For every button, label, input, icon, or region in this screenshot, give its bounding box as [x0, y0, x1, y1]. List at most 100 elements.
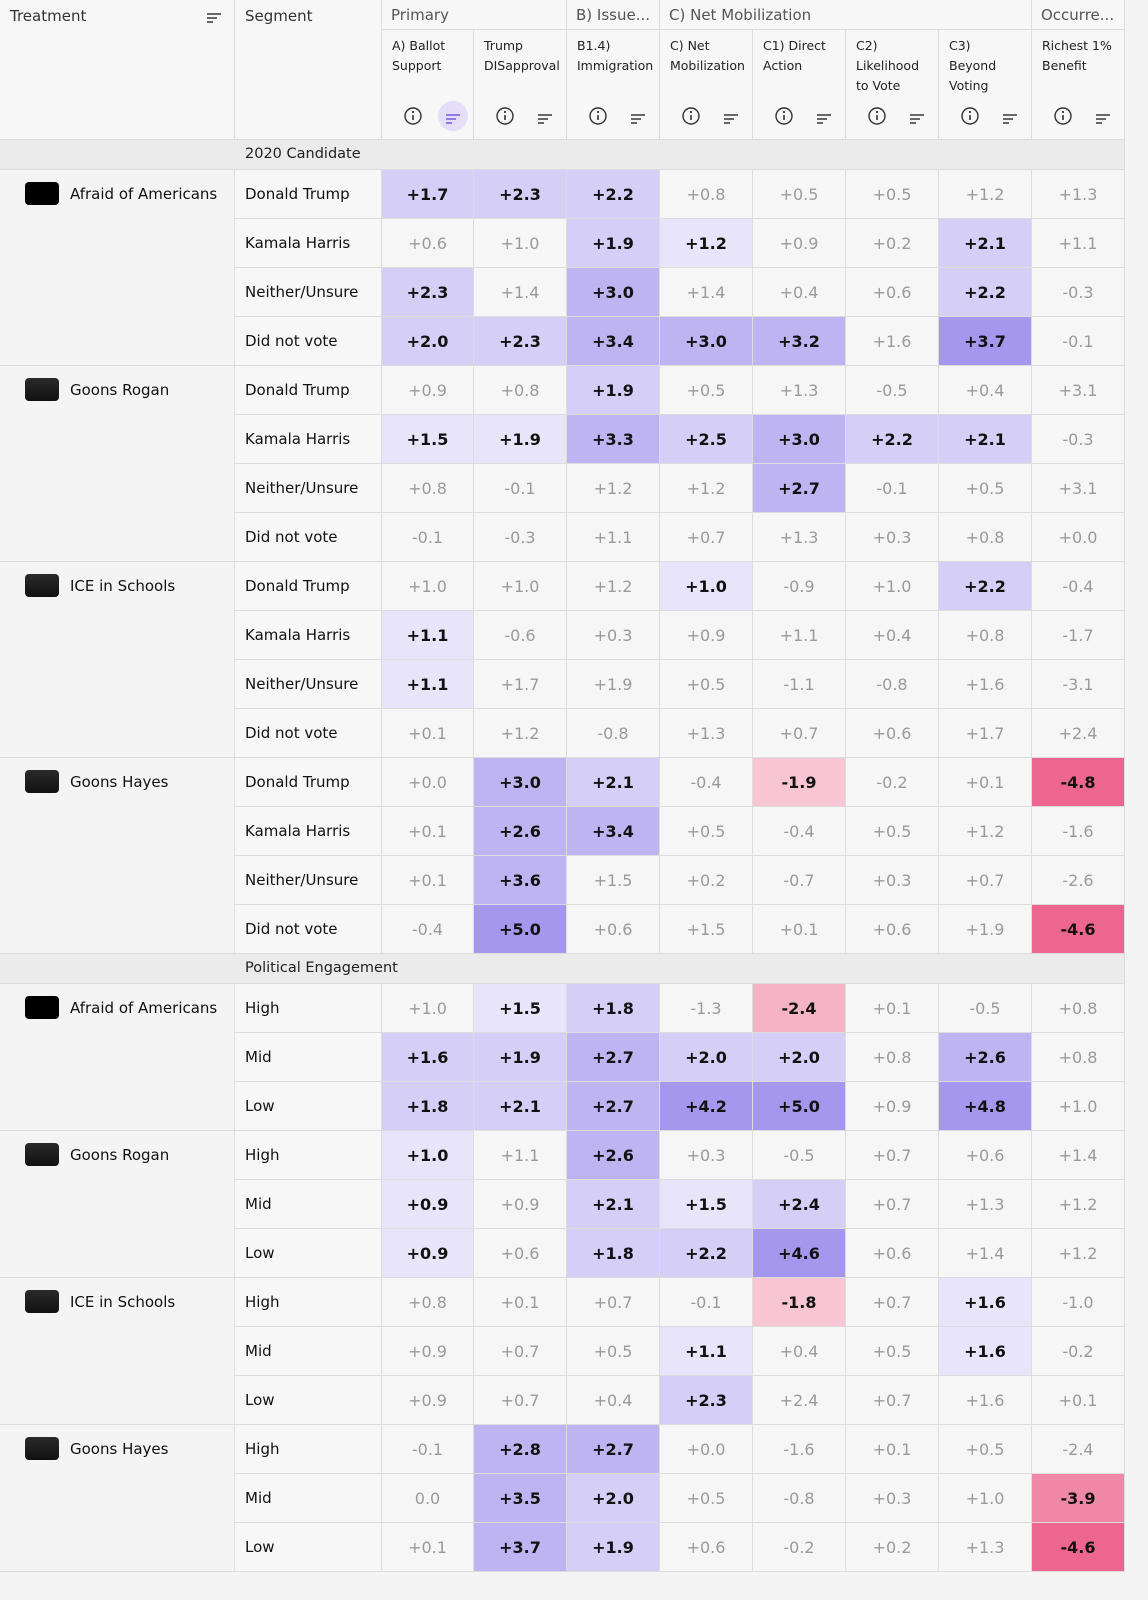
value-cell: +1.0	[939, 1474, 1032, 1523]
sort-button[interactable]	[1095, 110, 1111, 129]
value-cell: +2.7	[567, 1082, 660, 1131]
value-cell: +2.5	[660, 415, 753, 464]
value-cell: +1.7	[474, 660, 567, 709]
value-cell: +0.5	[753, 170, 846, 219]
value-cell: +2.3	[660, 1376, 753, 1425]
value-cell: +2.6	[567, 1131, 660, 1180]
info-button[interactable]	[1053, 106, 1073, 130]
sort-icon	[910, 114, 924, 124]
active-sort-bg	[438, 101, 468, 135]
value-cell: +4.6	[753, 1229, 846, 1278]
segment-cell: Neither/Unsure	[235, 660, 382, 709]
treatment-cell: Afraid of Americans	[0, 984, 235, 1131]
section-header: 2020 Candidate	[0, 140, 1125, 170]
value-cell: +0.6	[474, 1229, 567, 1278]
value-cell: -0.1	[382, 513, 474, 562]
value-cell: +1.8	[382, 1082, 474, 1131]
value-cell: +0.5	[846, 1327, 939, 1376]
value-cell: +1.4	[474, 268, 567, 317]
value-cell: +0.9	[753, 219, 846, 268]
info-button[interactable]	[774, 106, 794, 130]
info-button[interactable]	[960, 106, 980, 130]
treatment-cell: Goons Hayes	[0, 1425, 235, 1572]
value-cell: -0.2	[1032, 1327, 1125, 1376]
segment-cell: Donald Trump	[235, 170, 382, 219]
value-cell: +1.0	[382, 562, 474, 611]
value-cell: +1.0	[660, 562, 753, 611]
value-cell: +0.8	[1032, 1033, 1125, 1082]
value-cell: -0.1	[382, 1425, 474, 1474]
info-button[interactable]	[867, 106, 887, 130]
thumbnail	[25, 1143, 59, 1166]
value-cell: -3.9	[1032, 1474, 1125, 1523]
value-cell: +1.4	[1032, 1131, 1125, 1180]
value-cell: +0.0	[1032, 513, 1125, 562]
value-cell: +1.2	[567, 562, 660, 611]
info-button[interactable]	[495, 106, 515, 130]
sort-icon	[1096, 114, 1110, 124]
sort-button[interactable]	[445, 110, 461, 129]
info-button[interactable]	[588, 106, 608, 130]
column-header: Trump DISapproval	[474, 30, 567, 140]
treatment-cell: Goons Hayes	[0, 758, 235, 954]
treatment-label: Goons Hayes	[70, 1440, 169, 1458]
value-cell: +0.3	[846, 856, 939, 905]
sort-button[interactable]	[816, 110, 832, 129]
sort-button[interactable]	[630, 110, 646, 129]
value-cell: +0.1	[382, 709, 474, 758]
value-cell: +2.2	[939, 268, 1032, 317]
value-cell: -0.8	[753, 1474, 846, 1523]
value-cell: +1.1	[382, 660, 474, 709]
segment-cell: Did not vote	[235, 513, 382, 562]
value-cell: -0.3	[1032, 268, 1125, 317]
active-sort	[438, 101, 468, 131]
segment-header: Segment	[235, 0, 382, 140]
info-button[interactable]	[403, 106, 423, 130]
value-cell: +1.6	[382, 1033, 474, 1082]
value-cell: -0.3	[474, 513, 567, 562]
column-header: B1.4) Immigration	[567, 30, 660, 140]
value-cell: -0.8	[846, 660, 939, 709]
value-cell: +0.9	[382, 1180, 474, 1229]
sort-button[interactable]	[206, 9, 222, 28]
value-cell: +1.6	[939, 660, 1032, 709]
value-cell: +2.3	[382, 268, 474, 317]
value-cell: +1.3	[660, 709, 753, 758]
treatment-cell: Afraid of Americans	[0, 170, 235, 366]
value-cell: +0.2	[846, 219, 939, 268]
value-cell: +2.1	[474, 1082, 567, 1131]
value-cell: +0.4	[753, 1327, 846, 1376]
column-header: C2) Likelihood to Vote	[846, 30, 939, 140]
value-cell: +3.4	[567, 807, 660, 856]
value-cell: +0.7	[474, 1327, 567, 1376]
segment-cell: Mid	[235, 1033, 382, 1082]
column-header: Richest 1% Benefit	[1032, 30, 1125, 140]
info-icon	[775, 107, 793, 125]
sort-button[interactable]	[909, 110, 925, 129]
info-button[interactable]	[681, 106, 701, 130]
segment-cell: Kamala Harris	[235, 611, 382, 660]
value-cell: -0.5	[846, 366, 939, 415]
sort-button[interactable]	[537, 110, 553, 129]
sort-button[interactable]	[723, 110, 739, 129]
segment-cell: Did not vote	[235, 317, 382, 366]
treatment-cell: ICE in Schools	[0, 562, 235, 758]
value-cell: +0.7	[660, 513, 753, 562]
sort-button[interactable]	[1002, 110, 1018, 129]
value-cell: +1.9	[474, 415, 567, 464]
value-cell: +3.5	[474, 1474, 567, 1523]
value-cell: +2.2	[939, 562, 1032, 611]
segment-cell: Low	[235, 1229, 382, 1278]
value-cell: +3.2	[753, 317, 846, 366]
value-cell: +1.5	[382, 415, 474, 464]
value-cell: -0.4	[382, 905, 474, 954]
treatment-label: Goons Rogan	[70, 381, 170, 399]
value-cell: +2.3	[474, 170, 567, 219]
value-cell: +1.2	[660, 464, 753, 513]
segment-cell: Did not vote	[235, 709, 382, 758]
value-cell: +0.1	[753, 905, 846, 954]
value-cell: +2.4	[753, 1376, 846, 1425]
value-cell: +2.0	[753, 1033, 846, 1082]
value-cell: +3.0	[660, 317, 753, 366]
